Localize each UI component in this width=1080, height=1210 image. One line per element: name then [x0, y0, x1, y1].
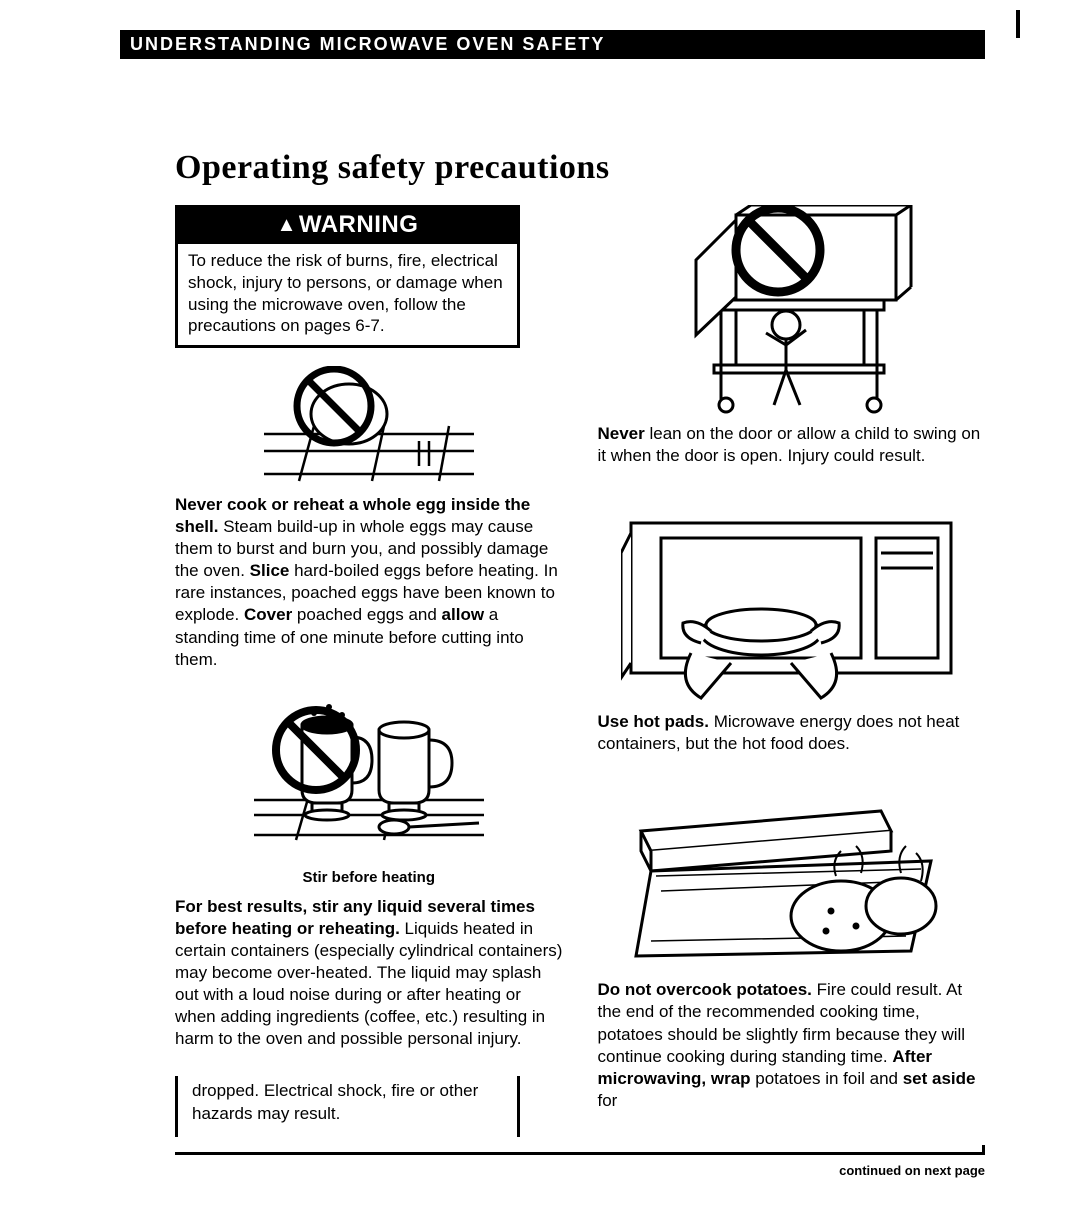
- stir-paragraph: For best results, stir any liquid severa…: [175, 896, 563, 1051]
- warning-triangle-icon: ▲: [277, 214, 297, 237]
- pads-bold1: Use hot pads.: [598, 712, 709, 731]
- egg-bold2: Slice: [250, 561, 290, 580]
- right-column: Never lean on the door or allow a child …: [598, 205, 986, 1137]
- door-paragraph: Never lean on the door or allow a child …: [598, 423, 986, 467]
- left-column: ▲WARNING To reduce the risk of burns, fi…: [175, 205, 563, 1137]
- hotpads-paragraph: Use hot pads. Microwave energy does not …: [598, 711, 986, 755]
- footer-rule: [175, 1152, 985, 1155]
- warning-header: ▲WARNING: [178, 208, 517, 244]
- egg-bold4: allow: [442, 605, 485, 624]
- pot-text3: for: [598, 1091, 618, 1110]
- egg-paragraph: Never cook or reheat a whole egg inside …: [175, 494, 563, 671]
- pot-bold1: Do not overcook potatoes.: [598, 980, 812, 999]
- egg-illustration: [175, 366, 563, 486]
- stir-text1: Liquids heated in certain containers (es…: [175, 919, 562, 1048]
- egg-text3: poached eggs and: [292, 605, 441, 624]
- pot-text2: potatoes in foil and: [751, 1069, 903, 1088]
- fragment-text: dropped. Electrical shock, fire or other…: [192, 1080, 507, 1124]
- mugs-illustration: [175, 695, 563, 855]
- content-columns: ▲WARNING To reduce the risk of burns, fi…: [175, 205, 985, 1137]
- warning-body: To reduce the risk of burns, fire, elect…: [178, 244, 517, 345]
- warning-label: WARNING: [299, 211, 419, 238]
- fragment-box: dropped. Electrical shock, fire or other…: [175, 1076, 520, 1136]
- page-title: Operating safety precautions: [175, 149, 985, 187]
- section-header: UNDERSTANDING MICROWAVE OVEN SAFETY: [120, 30, 985, 59]
- stir-caption: Stir before heating: [175, 869, 563, 886]
- potato-paragraph: Do not overcook potatoes. Fire could res…: [598, 979, 986, 1112]
- door-bold1: Never: [598, 424, 645, 443]
- potato-illustration: [598, 801, 986, 971]
- door-illustration: [598, 205, 986, 415]
- continued-label: continued on next page: [839, 1163, 985, 1178]
- egg-bold3: Cover: [244, 605, 292, 624]
- pot-bold3: set aside: [903, 1069, 976, 1088]
- warning-box: ▲WARNING To reduce the risk of burns, fi…: [175, 205, 520, 348]
- page-edge-mark: [1016, 10, 1020, 38]
- hotpads-illustration: [598, 513, 986, 703]
- door-text1: lean on the door or allow a child to swi…: [598, 424, 981, 465]
